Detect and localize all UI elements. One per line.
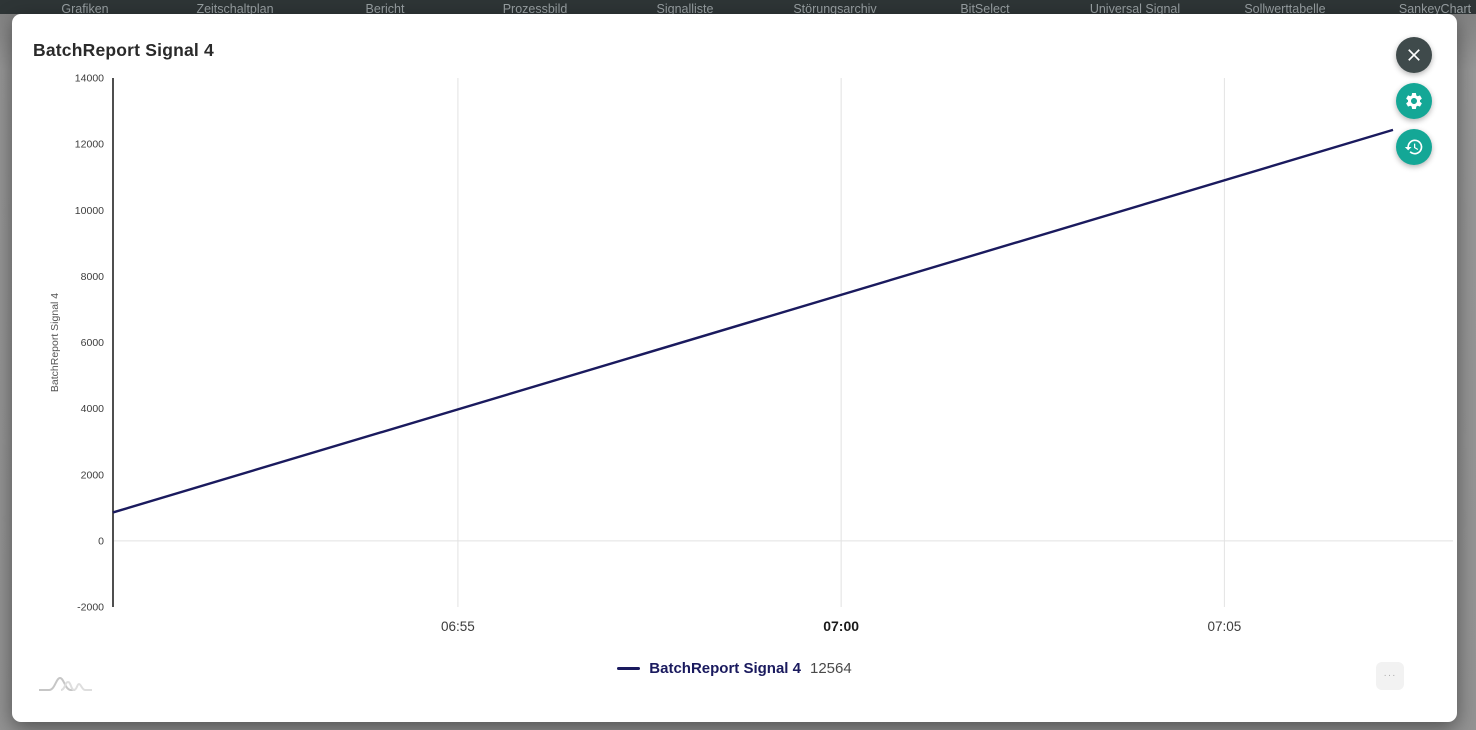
nav-item-signalliste[interactable]: Signalliste (656, 2, 714, 14)
history-button[interactable] (1396, 129, 1432, 165)
legend-value: 12564 (809, 659, 852, 677)
close-icon (1408, 49, 1420, 61)
nav-item-prozessbild[interactable]: Prozessbild (502, 2, 568, 14)
batchreport-dialog: BatchReport Signal 4 06:55 07:00 07:05 1400… (12, 14, 1457, 722)
y-tick-label: 14000 (75, 73, 104, 85)
history-icon (1404, 139, 1423, 155)
nav-item-stoerungsarchiv[interactable]: Störungsarchiv (793, 2, 877, 14)
dialog-actions (1396, 37, 1432, 165)
nav-item-bitselect[interactable]: BitSelect (960, 2, 1010, 14)
chart-legend[interactable]: BatchReport Signal 4 12564 (12, 657, 1457, 679)
y-tick-label: 4000 (81, 403, 105, 415)
y-tick-label: 0 (98, 535, 104, 547)
gear-icon (1406, 93, 1422, 109)
legend-swatch (617, 666, 641, 670)
series-line (112, 128, 1394, 514)
y-tick-label: 2000 (81, 469, 105, 481)
y-tick-label: 6000 (81, 337, 105, 349)
y-tick-label: 10000 (75, 205, 104, 217)
y-tick-label: 8000 (81, 271, 105, 283)
top-nav: Grafiken Zeitschaltplan Bericht Prozessb… (0, 0, 1476, 14)
nav-item-universal-signal[interactable]: Universal Signal (1089, 2, 1181, 14)
nav-item-sankeychart[interactable]: SankeyChart (1398, 2, 1472, 14)
nav-item-grafiken[interactable]: Grafiken (61, 2, 109, 14)
more-button[interactable]: ··· (1376, 662, 1404, 690)
wave-preview-icon[interactable] (36, 672, 96, 698)
x-tick-label: 07:05 (1207, 619, 1241, 634)
nav-item-zeitschaltplan[interactable]: Zeitschaltplan (196, 2, 274, 14)
nav-item-sollwerttabelle[interactable]: Sollwerttabelle (1244, 2, 1326, 14)
legend-label: BatchReport Signal 4 (649, 659, 801, 677)
x-tick-label: 07:00 (823, 618, 859, 634)
y-tick-label: -2000 (77, 602, 104, 614)
y-axis-title: BatchReport Signal 4 (49, 293, 61, 392)
x-tick-label: 06:55 (441, 619, 475, 634)
dialog-title: BatchReport Signal 4 (33, 40, 214, 60)
close-button[interactable] (1396, 37, 1432, 73)
nav-item-bericht[interactable]: Bericht (365, 2, 405, 14)
y-tick-label: 12000 (75, 139, 104, 151)
chart-svg: 06:55 07:00 07:05 14000 12000 10000 8000 6000 40… (49, 73, 1453, 634)
settings-button[interactable] (1396, 83, 1432, 119)
